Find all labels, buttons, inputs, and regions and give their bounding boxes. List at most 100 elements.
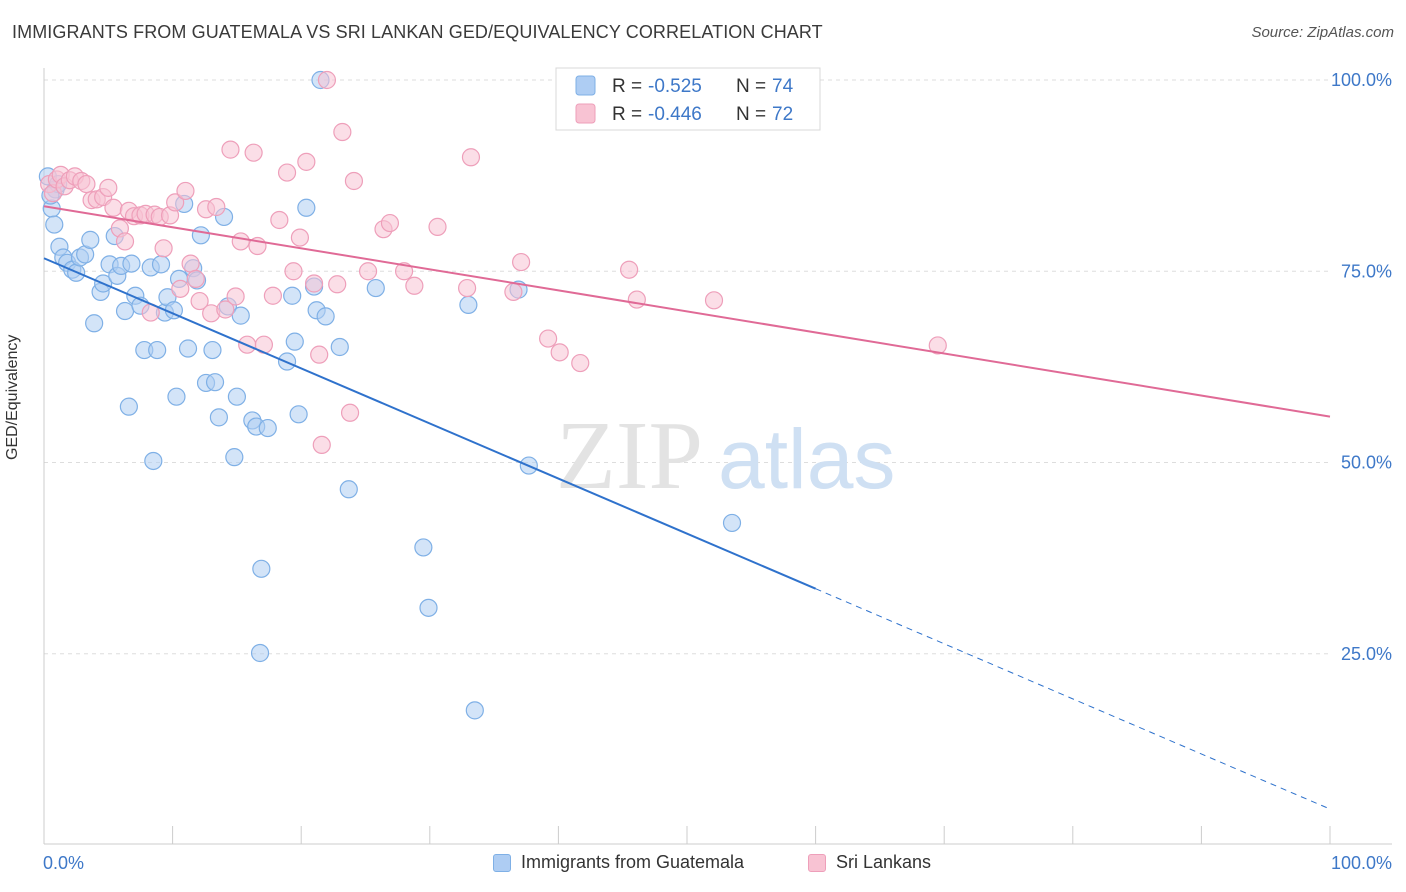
guatemala-point: [115, 301, 135, 321]
guatemala-point: [414, 538, 433, 557]
guatemala-point: [283, 286, 302, 305]
sri-lankan-point: [627, 290, 646, 309]
stats-legend-box: [555, 67, 821, 131]
sri-lankan-point: [380, 213, 400, 233]
guatemala-point: [285, 332, 304, 351]
sri-lankan-point: [457, 278, 477, 298]
guatemala-point: [258, 418, 277, 438]
sri-lankan-point: [394, 262, 414, 281]
sri-lankan-point: [512, 252, 531, 272]
sri-lankan-point: [571, 353, 590, 373]
stats-r-label: R =: [612, 104, 642, 125]
sri-lankan-point: [928, 336, 947, 355]
legend-swatch-pink: [808, 853, 826, 872]
sri-lankan-point: [428, 217, 447, 236]
guatemala-point: [227, 387, 246, 406]
sri-lankan-point: [304, 274, 324, 293]
guatemala-point: [119, 397, 138, 416]
sri-lankan-point: [263, 286, 283, 305]
guatemala-point: [465, 701, 484, 720]
legend-label-guatemala: Immigrants from Guatemala: [521, 852, 745, 872]
sri-lankan-point: [115, 232, 135, 251]
guatemala-point: [225, 448, 244, 467]
guatemala-point: [459, 295, 478, 315]
guatemala-point: [316, 307, 335, 326]
stats-legend-swatch: [575, 75, 596, 96]
sri-lankan-point: [166, 193, 185, 212]
sri-lankan-point: [312, 435, 331, 455]
sri-lankan-point: [704, 291, 724, 310]
sri-lankan-point: [277, 163, 297, 182]
x-tick-label-min: 0.0%: [43, 853, 84, 873]
sri-lankan-point: [154, 239, 173, 258]
stats-r-label: R =: [612, 76, 642, 97]
legend-label-sri-lankans: Sri Lankans: [836, 852, 932, 872]
watermark-zip: ZIP: [556, 402, 703, 510]
sri-lankan-point: [171, 279, 190, 298]
stats-n-value: 74: [772, 76, 794, 97]
guatemala-point: [45, 215, 64, 234]
sri-lankan-point: [207, 197, 226, 217]
guatemala-point: [297, 198, 316, 217]
sri-lankan-point: [344, 171, 364, 191]
y-tick-label: 75.0%: [1341, 261, 1392, 281]
sri-lankan-point: [297, 152, 316, 171]
stats-n-label: N =: [736, 104, 766, 125]
stats-r-value: -0.525: [648, 76, 702, 97]
sri-lankan-point: [504, 282, 523, 302]
stats-n-label: N =: [736, 76, 766, 97]
sri-lankan-point: [340, 403, 360, 422]
guatemala-point: [148, 340, 167, 360]
source-credit: Source: ZipAtlas.com: [1251, 24, 1394, 41]
guatemala-point: [81, 230, 100, 249]
x-tick-label-max: 100.0%: [1331, 853, 1392, 873]
legend-item-sri-lankans[interactable]: Sri Lankans: [808, 852, 931, 873]
sri-lankan-point: [176, 181, 195, 201]
legend-item-guatemala[interactable]: Immigrants from Guatemala: [493, 852, 744, 873]
guatemala-trend-extension: [815, 588, 1331, 810]
guatemala-point: [209, 408, 228, 427]
sri-lankan-point: [290, 228, 310, 247]
sri-lankan-point: [328, 275, 347, 294]
sri-lankan-point: [317, 70, 337, 90]
guatemala-trend-line: [43, 257, 816, 590]
sri-lankan-point: [231, 232, 250, 251]
sri-lankan-point: [405, 276, 424, 295]
sri-lankan-point: [77, 174, 96, 194]
y-tick-label: 100.0%: [1331, 70, 1392, 90]
guatemala-point: [122, 254, 141, 273]
legend-swatch-blue: [493, 853, 511, 872]
sri-lankan-point: [620, 260, 639, 279]
guatemala-point: [191, 226, 210, 245]
sri-lankan-point: [270, 210, 289, 230]
sri-lankan-point: [539, 329, 558, 348]
guatemala-point: [167, 387, 186, 406]
stats-r-value: -0.446: [648, 104, 702, 125]
guatemala-point: [366, 278, 385, 298]
sri-lankan-point: [216, 300, 235, 319]
guatemala-point: [205, 373, 225, 392]
sri-lankan-point: [461, 148, 481, 167]
sri-lankan-point: [244, 143, 263, 162]
y-tick-label: 25.0%: [1341, 644, 1392, 664]
guatemala-point: [178, 339, 198, 358]
sri-lankan-point: [358, 262, 378, 281]
sri-lankan-point: [284, 262, 303, 281]
guatemala-point: [722, 513, 742, 533]
sri-lankan-point: [226, 287, 245, 306]
guatemala-point: [231, 306, 250, 325]
y-tick-label: 50.0%: [1341, 453, 1392, 473]
sri-lankan-point: [221, 140, 240, 159]
guatemala-point: [330, 337, 349, 357]
sri-lankan-trend-line: [43, 205, 1331, 418]
sri-lankan-point: [333, 122, 352, 142]
guatemala-point: [252, 559, 271, 578]
sri-lankan-point: [99, 178, 118, 197]
bottom-legend: Immigrants from Guatemala Sri Lankans: [0, 852, 1406, 878]
sri-lankan-point: [181, 254, 200, 273]
guatemala-point: [339, 480, 358, 499]
sri-lankan-point: [104, 198, 123, 217]
guatemala-point: [203, 340, 222, 360]
sri-lankan-point: [310, 345, 329, 364]
